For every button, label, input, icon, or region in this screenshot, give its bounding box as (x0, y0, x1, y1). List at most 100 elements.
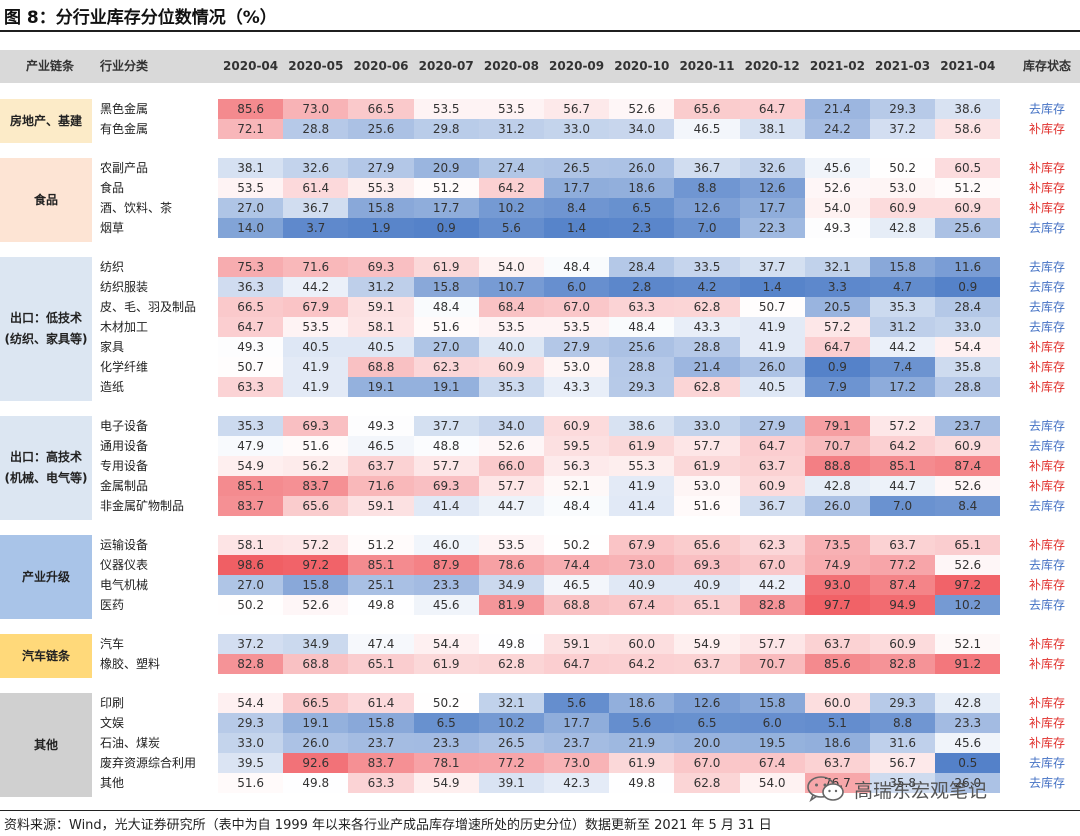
inventory-status: 补库存 (1028, 459, 1065, 473)
table-row: 文娱 29.3 19.1 15.8 6.5 10.2 17.7 5.6 6.5 6.0 5.1 8.8… (92, 713, 1080, 733)
percentile-cell: 36.7 (283, 198, 349, 218)
percentile-cell: 62.8 (674, 377, 740, 397)
percentile-cell: 97.7 (804, 595, 870, 615)
industry-name: 专用设备 (100, 459, 149, 473)
percentile-cell: 52.1 (935, 634, 1001, 654)
inventory-status: 去库存 (1028, 221, 1065, 235)
percentile-cell: 23.7 (935, 416, 1001, 436)
percentile-cell: 34.0 (609, 119, 675, 139)
inventory-status: 去库存 (1028, 558, 1065, 572)
industry-name: 印刷 (100, 696, 125, 710)
industry-name: 烟草 (100, 221, 125, 235)
percentile-cell: 58.1 (218, 535, 284, 555)
industry-name: 木材加工 (100, 320, 149, 334)
group-label: 其他 (0, 693, 92, 797)
inventory-status: 补库存 (1028, 657, 1065, 671)
header-chain: 产业链条 (25, 59, 74, 73)
percentile-cell: 52.6 (935, 476, 1001, 496)
percentile-cell: 81.9 (478, 595, 544, 615)
percentile-cell: 27.9 (348, 158, 414, 178)
percentile-cell: 53.5 (544, 317, 610, 337)
table-row: 仪器仪表 98.6 97.2 85.1 87.9 78.6 74.4 73.0 69.3 67.0… (92, 555, 1080, 575)
percentile-cell: 94.9 (870, 595, 936, 615)
percentile-cell: 85.6 (804, 654, 870, 674)
percentile-cell: 47.4 (348, 634, 414, 654)
percentile-cell: 41.9 (283, 357, 349, 377)
percentile-cell: 57.2 (283, 535, 349, 555)
percentile-cell: 17.7 (739, 198, 805, 218)
percentile-cell: 63.7 (674, 654, 740, 674)
percentile-cell: 48.8 (413, 436, 479, 456)
percentile-cell: 37.2 (218, 634, 284, 654)
percentile-cell: 66.5 (348, 99, 414, 119)
percentile-cell: 40.5 (739, 377, 805, 397)
percentile-cell: 52.6 (935, 555, 1001, 575)
percentile-cell: 0.5 (935, 753, 1001, 773)
percentile-cell: 28.4 (609, 257, 675, 277)
table-row: 纺织 75.3 71.6 69.3 61.9 54.0 48.4 28.4 33.5 37.7 32… (92, 257, 1080, 277)
percentile-cell: 37.7 (739, 257, 805, 277)
percentile-cell: 97.2 (935, 575, 1001, 595)
group-label: 房地产、基建 (0, 99, 92, 143)
percentile-cell: 3.3 (804, 277, 870, 297)
percentile-cell: 54.9 (413, 773, 479, 793)
percentile-cell: 12.6 (739, 178, 805, 198)
percentile-cell: 28.4 (935, 297, 1001, 317)
header-month: 2020-04 (223, 59, 279, 73)
percentile-cell: 19.1 (283, 713, 349, 733)
percentile-cell: 43.3 (674, 317, 740, 337)
percentile-cell: 78.1 (413, 753, 479, 773)
percentile-cell: 85.1 (870, 456, 936, 476)
percentile-cell: 93.0 (804, 575, 870, 595)
percentile-cell: 28.8 (674, 337, 740, 357)
percentile-cell: 48.4 (609, 317, 675, 337)
percentile-cell: 5.6 (609, 713, 675, 733)
percentile-cell: 24.2 (804, 119, 870, 139)
inventory-status: 去库存 (1028, 102, 1065, 116)
percentile-cell: 62.8 (674, 297, 740, 317)
group-label: 出口：高技术(机械、电气等) (0, 416, 92, 520)
table-row: 烟草 14.0 3.7 1.9 0.9 5.6 1.4 2.3 7.0 22.3 49.3 42.8 2… (92, 218, 1080, 238)
header-month: 2020-10 (614, 59, 670, 73)
header-month: 2021-03 (875, 59, 931, 73)
percentile-cell: 62.3 (413, 357, 479, 377)
percentile-cell: 87.4 (870, 575, 936, 595)
percentile-cell: 61.4 (283, 178, 349, 198)
percentile-cell: 33.0 (674, 416, 740, 436)
percentile-cell: 83.7 (348, 753, 414, 773)
percentile-cell: 67.9 (609, 535, 675, 555)
percentile-cell: 48.4 (544, 257, 610, 277)
percentile-cell: 17.2 (870, 377, 936, 397)
percentile-cell: 32.6 (283, 158, 349, 178)
percentile-cell: 66.5 (218, 297, 284, 317)
percentile-cell: 85.1 (218, 476, 284, 496)
group-label: 产业升级 (0, 535, 92, 619)
percentile-cell: 63.3 (609, 297, 675, 317)
percentile-cell: 26.0 (283, 733, 349, 753)
percentile-cell: 31.6 (870, 733, 936, 753)
percentile-cell: 8.8 (674, 178, 740, 198)
percentile-cell: 67.4 (739, 753, 805, 773)
percentile-cell: 64.2 (870, 436, 936, 456)
percentile-cell: 87.4 (935, 456, 1001, 476)
percentile-cell: 51.2 (935, 178, 1001, 198)
percentile-cell: 49.3 (218, 337, 284, 357)
group-label: 出口：低技术(纺织、家具等) (0, 257, 92, 401)
percentile-cell: 27.9 (544, 337, 610, 357)
percentile-cell: 7.0 (674, 218, 740, 238)
footer-divider (0, 810, 1080, 811)
percentile-cell: 20.0 (674, 733, 740, 753)
percentile-cell: 50.2 (413, 693, 479, 713)
percentile-cell: 42.8 (935, 693, 1001, 713)
percentile-cell: 83.7 (218, 496, 284, 516)
percentile-cell: 15.8 (283, 575, 349, 595)
percentile-cell: 44.7 (870, 476, 936, 496)
percentile-cell: 25.6 (935, 218, 1001, 238)
percentile-cell: 31.2 (478, 119, 544, 139)
industry-name: 汽车 (100, 637, 125, 651)
inventory-status: 去库存 (1028, 260, 1065, 274)
percentile-cell: 61.9 (609, 436, 675, 456)
table-row: 金属制品 85.1 83.7 71.6 69.3 57.7 52.1 41.9 53.0 60.9… (92, 476, 1080, 496)
percentile-cell: 51.6 (218, 773, 284, 793)
percentile-cell: 34.0 (478, 416, 544, 436)
